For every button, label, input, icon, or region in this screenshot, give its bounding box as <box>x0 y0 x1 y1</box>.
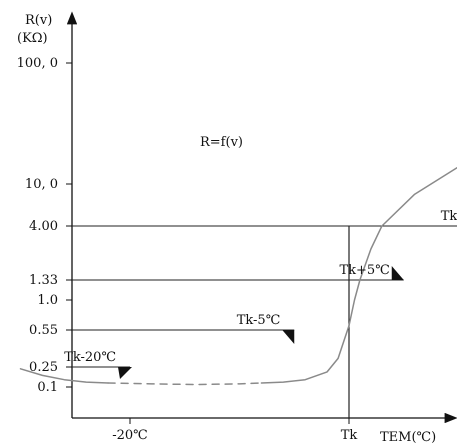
marker-label: Tk-5℃ <box>237 313 281 328</box>
x-tick-label: Tk <box>341 428 358 443</box>
y-axis-label-line2: (KΩ) <box>17 31 48 46</box>
series-solid-line <box>260 166 457 384</box>
formula-label: R=f(v) <box>200 135 243 150</box>
marker-triangle <box>391 266 404 280</box>
x-ticks-group: -20℃ Tk <box>112 418 357 443</box>
y-ticks-group: 100, 0 10, 0 4.00 1.33 1.0 0.55 0.25 0.1 <box>17 56 72 395</box>
y-tick-label: 10, 0 <box>25 177 58 192</box>
series-solid-line <box>19 368 109 384</box>
marker-label: Tk-20℃ <box>64 350 116 365</box>
y-tick-label: 100, 0 <box>17 56 58 71</box>
y-axis-label-line1: R(v) <box>25 13 52 28</box>
y-tick-label: 4.00 <box>29 219 58 234</box>
marker-label: Tk+15℃ <box>441 209 457 224</box>
markers-group: Tk+15℃ Tk+5℃ Tk-5℃ Tk-20℃ <box>64 209 457 379</box>
marker-lines-group <box>72 225 457 418</box>
marker-label: Tk+5℃ <box>339 263 389 278</box>
x-tick-label: -20℃ <box>112 428 147 443</box>
marker-triangle <box>282 330 295 344</box>
y-tick-label: 0.55 <box>29 323 58 338</box>
y-tick-label: 0.1 <box>37 380 58 395</box>
x-axis-label: TEM(℃) <box>380 430 436 443</box>
y-tick-label: 1.0 <box>37 293 58 308</box>
y-tick-label: 0.25 <box>29 360 58 375</box>
curve-group <box>19 166 457 386</box>
y-tick-label: 1.33 <box>29 273 58 288</box>
series-dashed-line <box>107 382 263 386</box>
marker-triangle <box>118 367 132 379</box>
